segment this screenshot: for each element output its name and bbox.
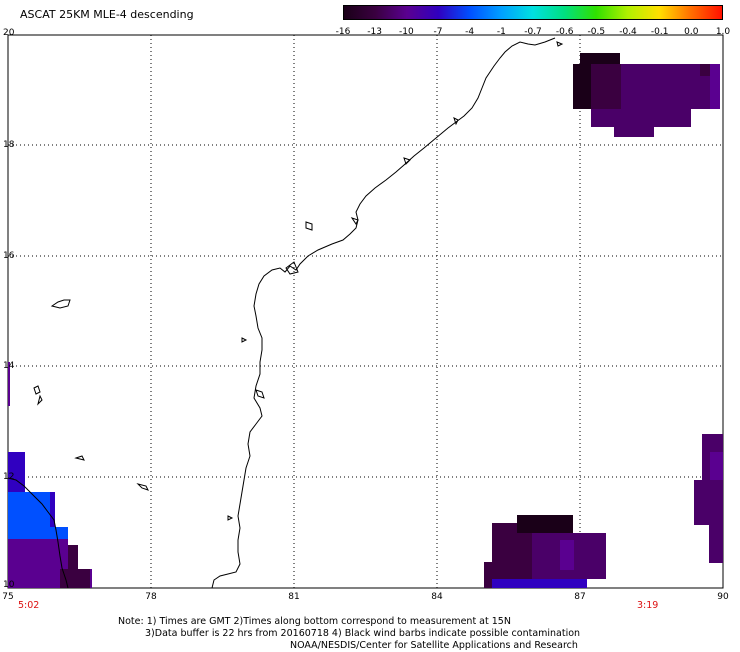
latitude-tick-label: 18: [3, 140, 15, 150]
islands: [33, 41, 564, 521]
coastline-southwest: [7, 477, 69, 589]
note-line-2: 3)Data buffer is 22 hrs from 20160718 4)…: [145, 628, 581, 639]
latitude-tick-label: 12: [3, 472, 15, 482]
coastline: [211, 37, 556, 589]
map-title: ASCAT 25KM MLE-4 descending: [20, 8, 194, 21]
color-scale-bar: [343, 5, 723, 20]
color-scale-tick-label: -0.4: [619, 27, 637, 37]
longitude-tick-label: 90: [717, 592, 729, 602]
longitude-tick-label: 75: [2, 592, 14, 602]
note-line-3: NOAA/NESDIS/Center for Satellite Applica…: [290, 640, 578, 651]
longitude-tick-label: 81: [288, 592, 300, 602]
latitude-tick-label: 14: [3, 361, 15, 371]
color-scale-tick-label: -13: [367, 27, 383, 37]
color-scale-tick-label: -0.6: [555, 27, 574, 37]
color-scale-tick-label: -7: [433, 27, 443, 37]
color-scale-tick-label: -0.5: [587, 27, 606, 37]
data-region-northeast: [573, 53, 720, 137]
color-scale-tick-label: 0.0: [684, 27, 699, 37]
latitude-tick-label: 20: [3, 28, 15, 38]
longitude-tick-label: 87: [574, 592, 586, 602]
time-left: 5:02: [18, 600, 40, 611]
color-scale-tick-label: 1.0: [715, 27, 731, 37]
color-scale-tick-label: -1: [496, 27, 506, 37]
map-frame: [7, 34, 724, 589]
data-region-south-central: [484, 515, 606, 588]
data-region-southwest: [8, 362, 92, 588]
longitude-tick-label: 84: [431, 592, 443, 602]
grid-lines: [8, 35, 723, 588]
note-line-1: Note: 1) Times are GMT 2)Times along bot…: [118, 616, 511, 627]
color-scale-tick-label: -0.7: [524, 27, 542, 37]
color-scale-tick-label: -4: [465, 27, 475, 37]
latitude-tick-label: 16: [3, 251, 15, 261]
color-scale-tick-label: -0.1: [650, 27, 669, 37]
longitude-tick-label: 78: [145, 592, 157, 602]
data-region-east: [694, 434, 723, 563]
time-right: 3:19: [637, 600, 659, 611]
latitude-tick-label: 10: [3, 580, 15, 590]
color-scale-tick-label: -10: [398, 27, 414, 37]
color-scale-tick-label: -16: [335, 27, 351, 37]
